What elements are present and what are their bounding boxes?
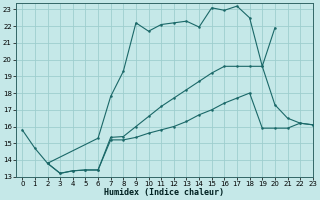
X-axis label: Humidex (Indice chaleur): Humidex (Indice chaleur) xyxy=(104,188,224,197)
